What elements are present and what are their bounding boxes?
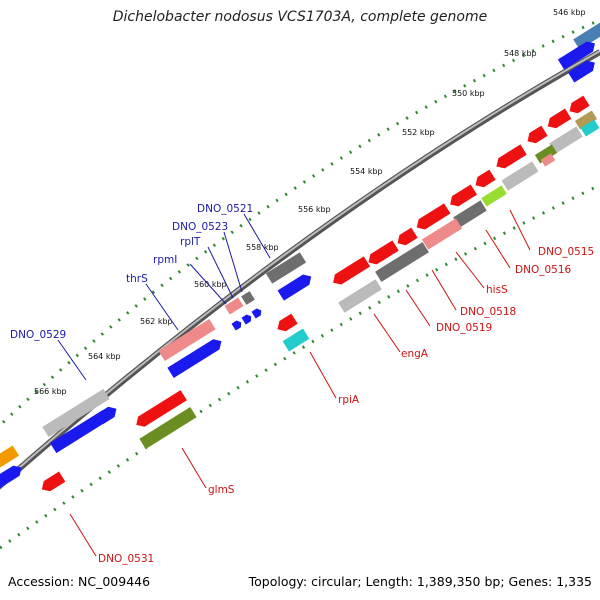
gene-r-554-red-b[interactable]: [472, 169, 496, 191]
gene-r-558-red-b[interactable]: [365, 240, 399, 267]
gene-r-552-red[interactable]: [524, 125, 548, 147]
gene-r-560-red[interactable]: [330, 256, 371, 287]
label-hisS: hisS: [486, 284, 508, 296]
gene-566-blue-b[interactable]: [96, 404, 119, 425]
gene-546-steel[interactable]: [573, 22, 600, 50]
forward-strand-genes: [0, 22, 600, 490]
kbp-tick-label: 552 kbp: [402, 128, 435, 137]
gene-r-552-gray[interactable]: [549, 126, 583, 154]
gene-DNO_0521[interactable]: [265, 252, 307, 284]
kbp-tick-labels: 546 kbp 548 kbp 550 kbp 552 kbp 554 kbp …: [34, 8, 586, 396]
gene-r-552-pink[interactable]: [540, 153, 556, 167]
gene-hisS[interactable]: [453, 200, 487, 228]
gene-DNO_0516[interactable]: [481, 185, 507, 207]
gene-edge-blue[interactable]: [0, 462, 25, 490]
label-glmS: glmS: [208, 484, 235, 496]
kbp-tick-label: 558 kbp: [246, 243, 279, 252]
gene-glmS[interactable]: [139, 407, 197, 449]
kbp-tick-label: 564 kbp: [88, 352, 121, 361]
gene-DNO_0519[interactable]: [375, 242, 429, 282]
label-DNO_0521: DNO_0521: [197, 203, 253, 215]
label-DNO_0529: DNO_0529: [10, 329, 66, 341]
gene-r-562-red[interactable]: [274, 313, 298, 335]
map-title: Dichelobacter nodosus VCS1703A, complete…: [112, 9, 488, 25]
gene-548-blue-b[interactable]: [567, 57, 598, 83]
gene-r-548-red[interactable]: [566, 95, 590, 117]
gene-r-556-red-b[interactable]: [414, 203, 451, 232]
gene-548-blue-a[interactable]: [557, 38, 598, 70]
reverse-strand-genes: [39, 95, 600, 495]
gene-r-550-red[interactable]: [545, 108, 572, 132]
label-engA: engA: [401, 348, 429, 360]
gene-rpmI[interactable]: [224, 297, 244, 315]
gene-small-blue-1[interactable]: [251, 307, 263, 319]
gene-DNO_0515[interactable]: [501, 161, 539, 191]
label-DNO_0523: DNO_0523: [172, 221, 228, 233]
gene-DNO_0529[interactable]: [42, 388, 110, 438]
kbp-tick-label: 550 kbp: [452, 89, 485, 98]
gene-r-552-olive[interactable]: [534, 144, 558, 164]
gene-r-566-red[interactable]: [133, 390, 187, 430]
gene-r-550-tan[interactable]: [574, 110, 598, 130]
gene-r-554-red[interactable]: [493, 144, 527, 171]
accession-text: Accession: NC_009446: [8, 574, 151, 589]
reverse-gene-labels: DNO_0515 DNO_0516 hisS DNO_0518 DNO_0519…: [98, 246, 594, 565]
kbp-tick-label: 566 kbp: [34, 387, 67, 396]
label-rpmI: rpmI: [153, 254, 177, 266]
gene-small-blue-2[interactable]: [241, 313, 253, 325]
label-DNO_0515: DNO_0515: [538, 246, 594, 258]
gene-DNO_0518[interactable]: [421, 218, 463, 250]
kbp-tick-label: 548 kbp: [504, 49, 537, 58]
gene-DNO_0531[interactable]: [39, 471, 66, 495]
gene-r-550-cyan[interactable]: [580, 119, 600, 137]
kbp-tick-label: 556 kbp: [298, 205, 331, 214]
label-thrS: thrS: [126, 273, 148, 285]
genome-summary-text: Topology: circular; Length: 1,389,350 bp…: [248, 574, 592, 589]
label-DNO_0531: DNO_0531: [98, 553, 154, 565]
gene-r-556-red[interactable]: [447, 184, 478, 209]
gene-thrS-blue[interactable]: [167, 336, 224, 378]
label-rpiA: rpiA: [338, 394, 360, 406]
kbp-tick-label: 560 kbp: [194, 280, 227, 289]
inner-tick-ring: [0, 183, 600, 550]
outer-tick-ring: [0, 18, 600, 428]
gene-558-blue[interactable]: [277, 271, 315, 301]
forward-gene-labels: DNO_0521 DNO_0523 rplT rpmI thrS DNO_052…: [10, 203, 253, 341]
gene-edge-orange[interactable]: [0, 445, 20, 471]
kbp-tick-label: 562 kbp: [140, 317, 173, 326]
gene-rpiA[interactable]: [282, 328, 310, 352]
kbp-tick-label: 546 kbp: [553, 8, 586, 17]
gene-small-blue-3[interactable]: [231, 319, 243, 331]
label-DNO_0519: DNO_0519: [436, 322, 492, 334]
kbp-tick-label: 554 kbp: [350, 167, 383, 176]
gene-rplT[interactable]: [241, 291, 255, 305]
gene-engA[interactable]: [338, 279, 382, 313]
reverse-callouts: [69, 209, 531, 557]
label-DNO_0516: DNO_0516: [515, 264, 571, 276]
gene-thrS[interactable]: [158, 319, 216, 361]
gene-r-558-red[interactable]: [394, 227, 418, 249]
label-rplT: rplT: [180, 236, 201, 248]
forward-callouts: [57, 213, 271, 381]
label-DNO_0518: DNO_0518: [460, 306, 516, 318]
gene-DNO_0529-blue[interactable]: [49, 407, 114, 454]
